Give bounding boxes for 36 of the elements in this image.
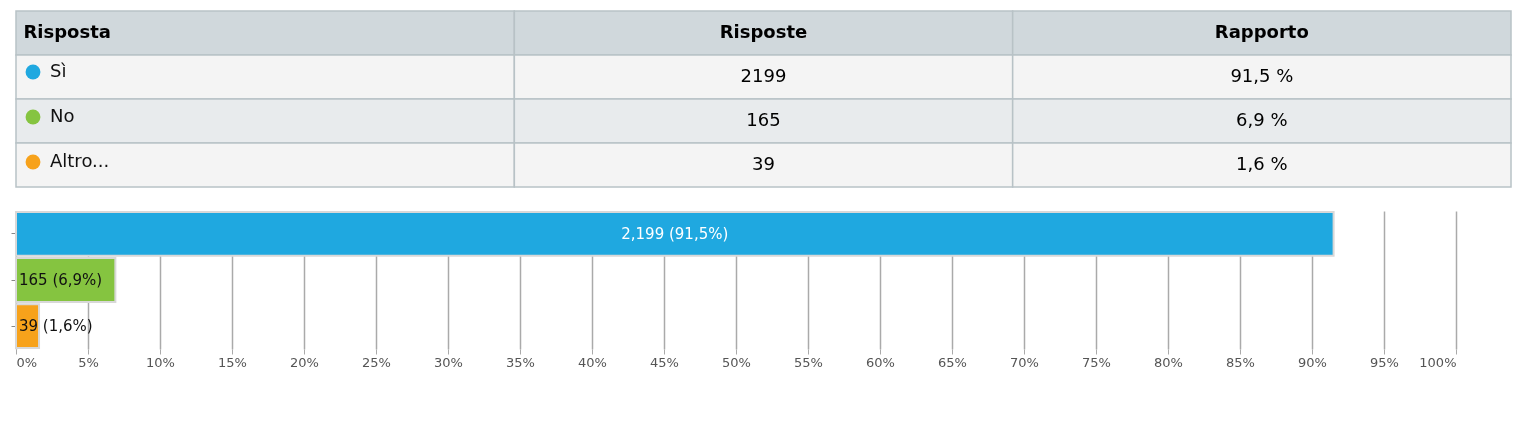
x-tick-label: 10%: [146, 354, 175, 370]
data-label: 165 (6,9%): [19, 271, 103, 289]
text: 1,6 %: [1236, 153, 1288, 174]
x-tick-label: 30%: [434, 354, 463, 370]
legend-label: No: [50, 105, 75, 126]
text: 91,5 %: [1230, 65, 1294, 86]
x-tick-label: 5%: [78, 354, 99, 370]
legend-label: Sì: [50, 60, 67, 81]
data-label: 39 (1,6%): [19, 317, 93, 336]
text: 165: [746, 109, 781, 130]
x-tick-label: 75%: [1082, 354, 1111, 370]
text: Rapporto: [1214, 21, 1309, 42]
x-tick-label: 25%: [362, 354, 391, 370]
x-tick-label: 100%: [1419, 354, 1457, 370]
data-label: 2,199 (91,5%): [621, 224, 729, 243]
x-tick-label: 45%: [650, 354, 679, 370]
x-tick-label: 40%: [578, 354, 607, 370]
x-tick-label: 55%: [794, 354, 823, 370]
x-tick-label: 50%: [722, 354, 751, 370]
x-tick-label: 65%: [938, 354, 967, 370]
x-tick-label: 60%: [866, 354, 895, 370]
x-tick-label: 95%: [1370, 354, 1399, 370]
x-tick-label: 15%: [218, 354, 247, 370]
text: Risposte: [719, 21, 808, 42]
legend-label: Altro...: [50, 150, 110, 171]
x-tick-label: 20%: [290, 354, 319, 370]
x-tick-label: 85%: [1226, 354, 1255, 370]
x-tick-label: 0%: [16, 354, 38, 370]
text: 6,9 %: [1236, 109, 1288, 130]
x-tick-label: 80%: [1154, 354, 1183, 370]
x-tick-label: 90%: [1298, 354, 1327, 370]
text: 39: [752, 153, 775, 174]
text: Risposta: [23, 21, 111, 42]
text: 2199: [740, 65, 787, 86]
x-tick-label: 70%: [1010, 354, 1039, 370]
x-tick-label: 35%: [506, 354, 535, 370]
